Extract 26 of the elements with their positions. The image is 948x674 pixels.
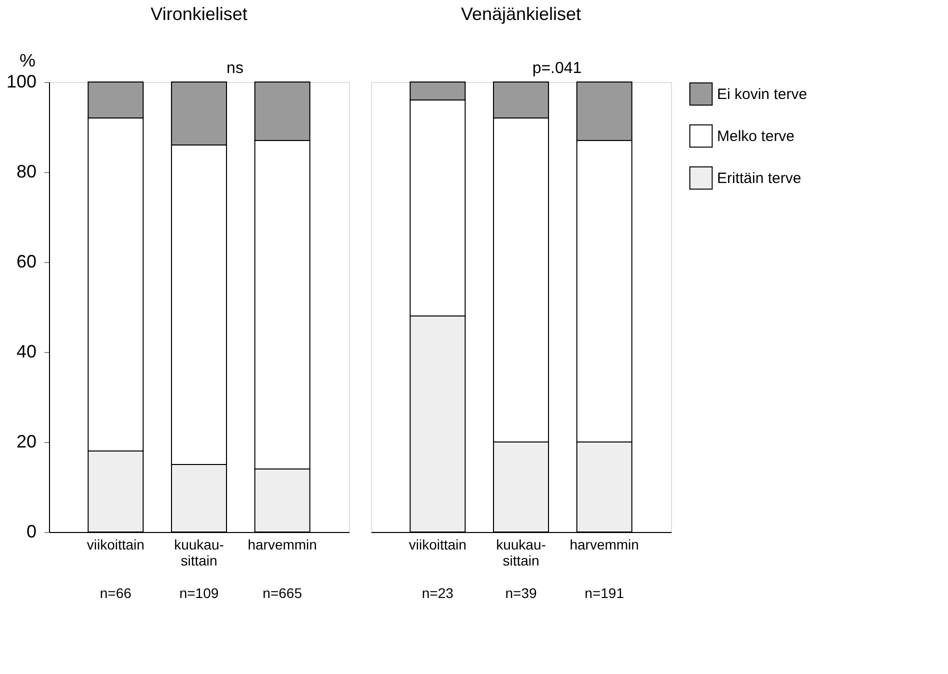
legend-label: Melko terve <box>717 128 795 145</box>
text: ns <box>226 60 244 77</box>
y-tick-label: 40 <box>16 342 36 362</box>
text: p=.041 <box>532 60 582 77</box>
text: n=23 <box>422 585 454 601</box>
y-tick-label: 60 <box>16 252 36 272</box>
y-axis-title: % <box>20 50 36 70</box>
text: n=191 <box>584 585 624 601</box>
x-tick-label: harvemmin <box>248 536 317 552</box>
text: n=665 <box>262 585 302 601</box>
x-tick-label: kuukau- sittain <box>174 536 224 568</box>
legend-label: Ei kovin terve <box>717 86 808 103</box>
chart-title: Venäjänkieliset <box>460 4 582 24</box>
y-tick-label: 0 <box>26 522 36 542</box>
x-tick-label: viikoittain <box>408 536 466 552</box>
x-tick-label: harvemmin <box>570 536 639 552</box>
y-tick-label: 100 <box>6 72 36 92</box>
x-tick-label: kuukau- sittain <box>496 536 546 568</box>
text: n=66 <box>100 585 132 601</box>
legend-label: Erittäin terve <box>717 170 802 187</box>
y-tick-label: 20 <box>16 432 36 452</box>
chart-title: Vironkieliset <box>150 4 248 24</box>
y-tick-label: 80 <box>16 162 36 182</box>
text: n=109 <box>179 585 219 601</box>
x-tick-label: viikoittain <box>86 536 144 552</box>
text: n=39 <box>505 585 537 601</box>
